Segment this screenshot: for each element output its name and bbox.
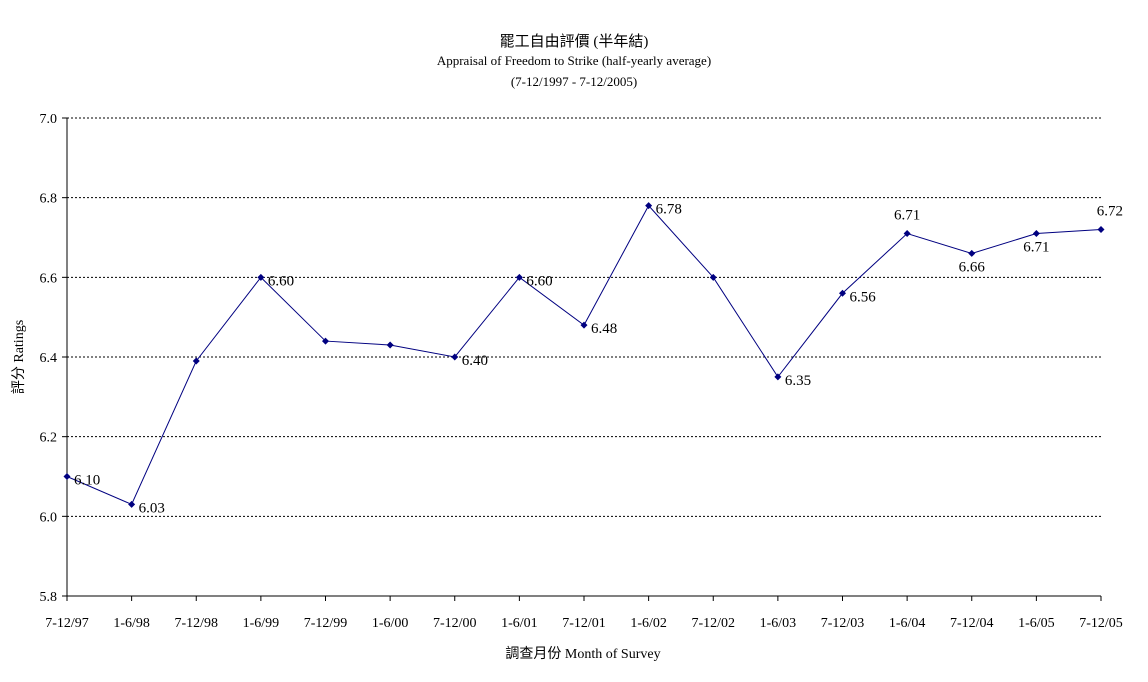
x-tick-label: 7-12/99: [304, 616, 348, 631]
x-tick-label: 1-6/99: [243, 616, 280, 631]
chart-subtitle: Appraisal of Freedom to Strike (half-yea…: [436, 53, 712, 68]
data-point: [645, 202, 653, 210]
x-tick-label: 1-6/05: [1018, 616, 1055, 631]
data-label: 6.66: [959, 259, 986, 275]
data-point: [1097, 226, 1105, 234]
x-tick-label: 1-6/01: [501, 616, 538, 631]
data-label: 6.56: [850, 289, 877, 305]
series-line: [66, 204, 1102, 506]
data-label: 6.10: [74, 473, 100, 489]
data-point: [128, 500, 136, 508]
x-tick-label: 1-6/04: [889, 616, 926, 631]
y-axis-label: 評分 Ratings: [11, 320, 27, 394]
data-label: 6.48: [591, 321, 617, 337]
data-label: 6.35: [785, 373, 811, 389]
x-tick-labels: 7-12/97 1-6/98 7-12/98 1-6/99 7-12/99 1-6/00 7…: [45, 616, 1123, 631]
data-point: [515, 273, 523, 281]
grid-lines: [67, 117, 1101, 517]
y-tick-label: 6.4: [40, 351, 58, 366]
y-tick-label: 7.0: [40, 112, 58, 127]
x-tick-label: 7-12/02: [691, 616, 735, 631]
axes: [62, 117, 1102, 601]
data-point: [63, 473, 71, 480]
y-tick-labels: 5.8 6.0 6.2 6.4 6.6 6.8 7.0: [40, 112, 58, 605]
x-tick-label: 7-12/04: [950, 616, 994, 631]
data-label: 6.71: [1023, 240, 1049, 256]
data-labels: 6.10 6.03 6.60 6.40 6.60 6.48 6.78 6.35 6.56 6.71…: [74, 202, 1123, 517]
data-label: 6.78: [656, 202, 682, 218]
x-tick-label: 1-6/00: [372, 616, 409, 631]
x-tick-label: 1-6/03: [760, 616, 797, 631]
y-tick-label: 6.2: [40, 431, 58, 446]
data-label: 6.60: [268, 273, 294, 289]
x-tick-label: 1-6/98: [113, 616, 150, 631]
x-tick-label: 7-12/01: [562, 616, 606, 631]
x-axis-label: 調查月份 Month of Survey: [505, 646, 660, 662]
x-tick-label: 7-12/98: [174, 616, 218, 631]
data-point: [839, 289, 846, 297]
data-label: 6.72: [1097, 204, 1123, 220]
data-point: [903, 230, 911, 238]
data-label: 6.03: [139, 500, 165, 516]
data-label: 6.71: [894, 208, 920, 224]
y-tick-label: 6.8: [40, 192, 58, 207]
series: [63, 202, 1105, 508]
y-tick-label: 6.6: [40, 271, 58, 286]
chart-title: 罷工自由評價 (半年結): [499, 34, 649, 50]
data-point: [322, 337, 329, 345]
data-label: 6.40: [462, 353, 488, 369]
x-tick-label: 1-6/02: [630, 616, 667, 631]
data-point: [968, 249, 976, 257]
data-point: [1032, 230, 1040, 238]
x-tick-label: 7-12/97: [45, 616, 89, 631]
y-tick-label: 6.0: [40, 510, 58, 525]
x-tick-label: 7-12/03: [821, 616, 865, 631]
data-point: [257, 273, 265, 281]
y-tick-label: 5.8: [40, 590, 58, 605]
chart-period: (7-12/1997 - 7-12/2005): [510, 74, 638, 89]
data-point: [192, 357, 200, 365]
data-point: [709, 273, 717, 281]
data-point: [774, 373, 782, 381]
data-point: [386, 341, 394, 349]
data-point: [451, 353, 459, 361]
x-tick-label: 7-12/00: [433, 616, 477, 631]
data-point: [580, 321, 588, 329]
data-label: 6.60: [526, 273, 552, 289]
x-tick-label: 7-12/05: [1079, 616, 1123, 631]
